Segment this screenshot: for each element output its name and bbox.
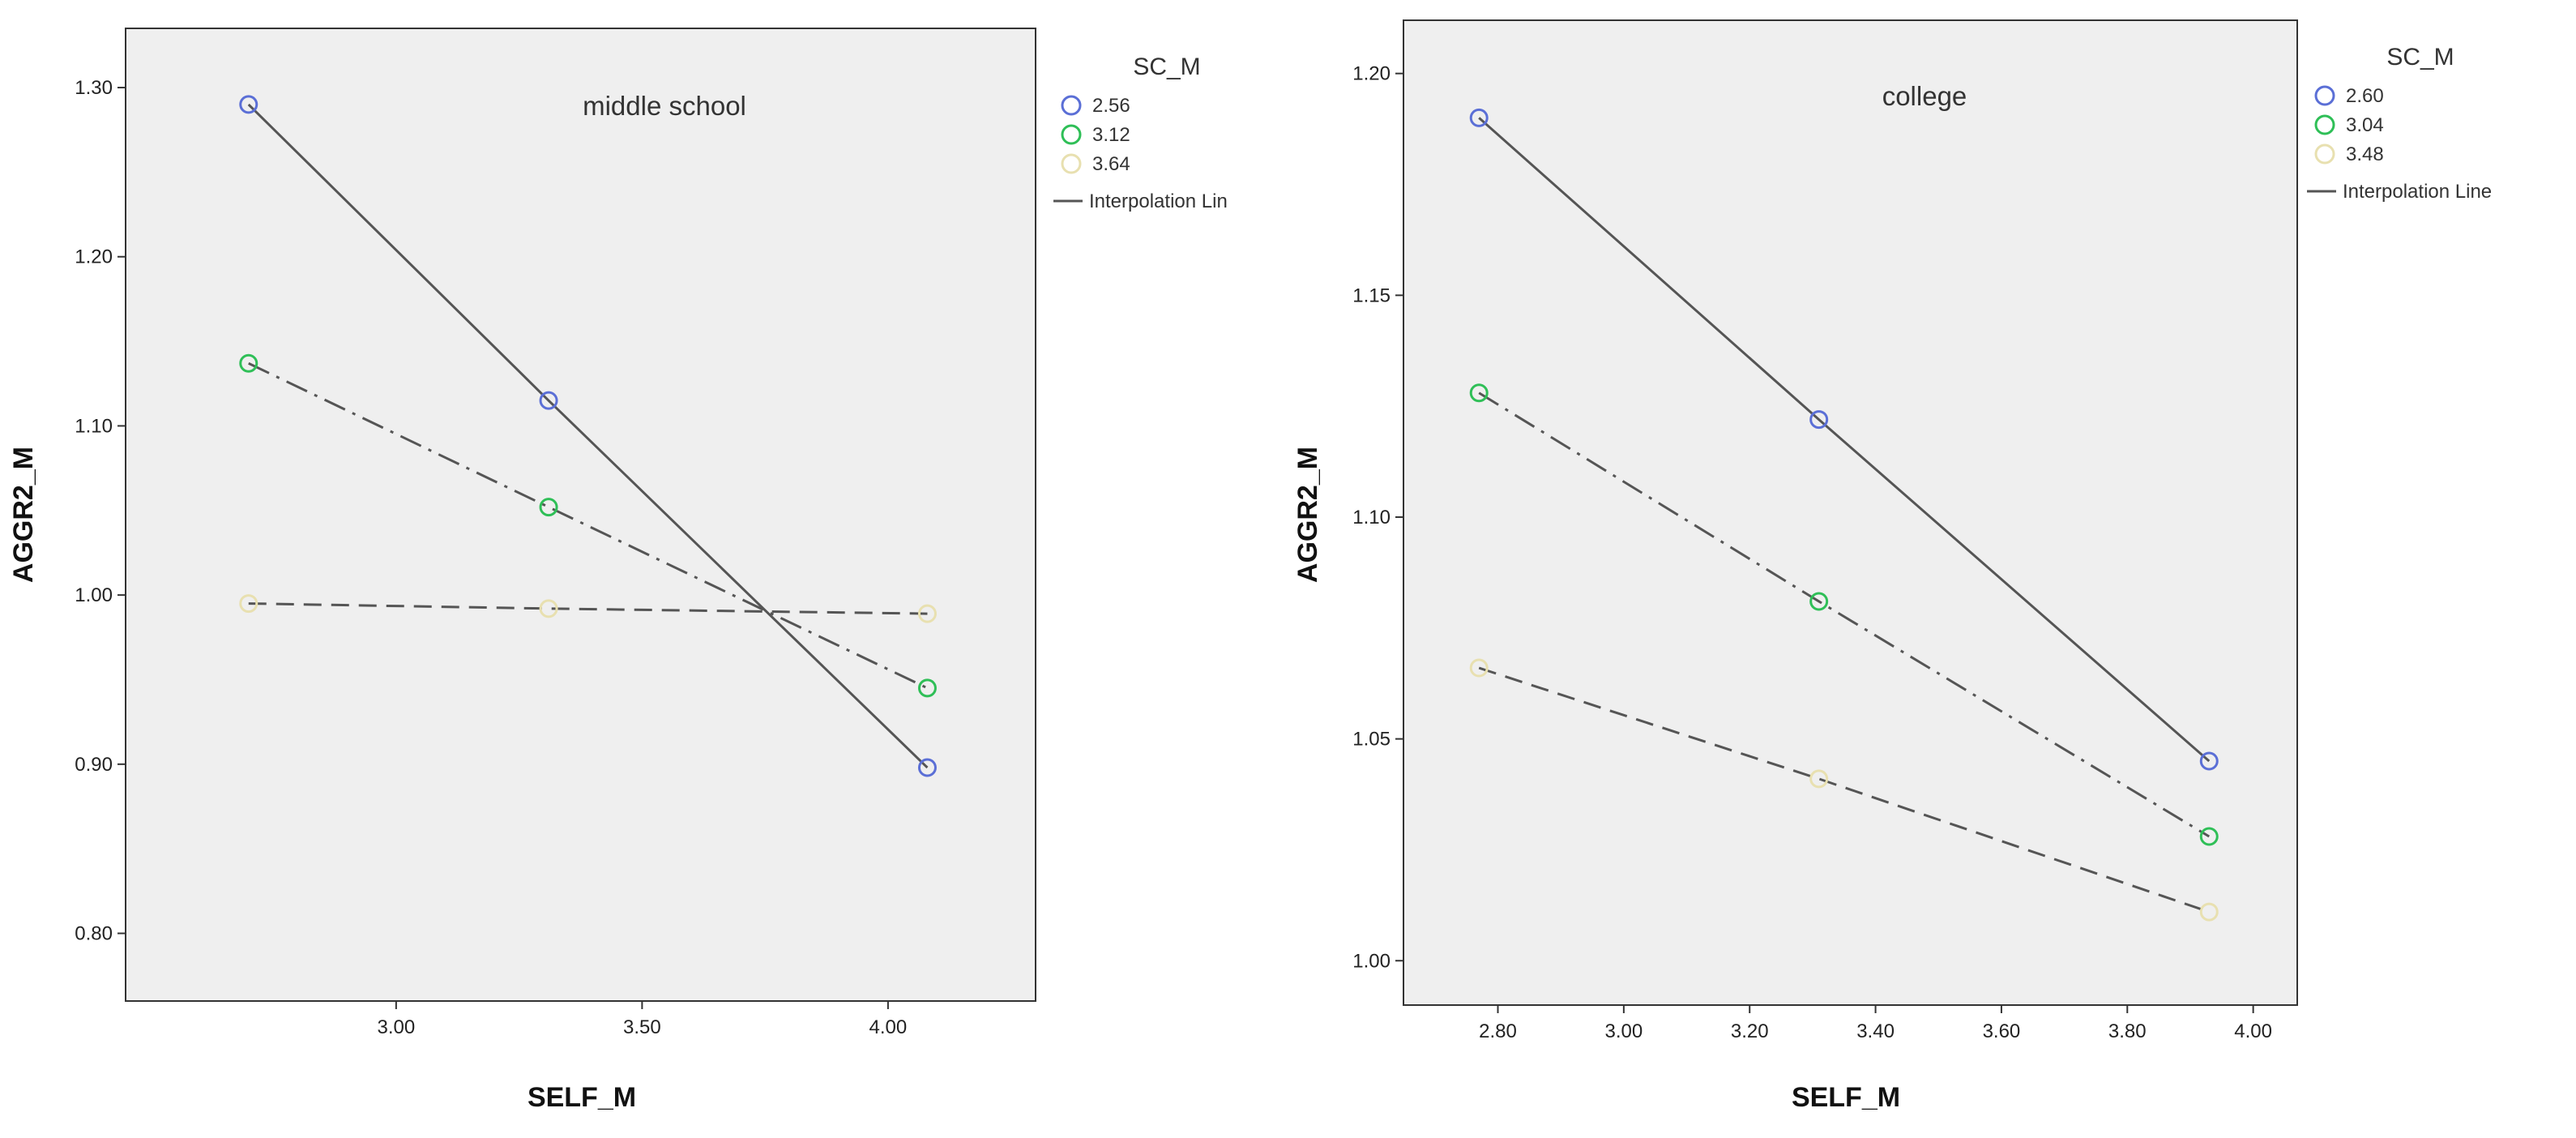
legend-marker [1061, 153, 1082, 174]
y-axis-title: AGGR2_M [8, 447, 39, 583]
x-tick-label: 3.40 [1856, 1020, 1895, 1042]
data-point-2.60 [1469, 108, 1489, 127]
data-point-2.60 [1809, 410, 1829, 430]
series-line-3.04 [1478, 391, 2211, 838]
data-point-2.56 [917, 758, 937, 777]
data-point-2.56 [539, 391, 558, 410]
data-point-3.04 [2199, 827, 2219, 846]
legend-marker [1061, 95, 1082, 116]
legend-title: SC_M [2386, 44, 2454, 71]
y-tick-label: 1.15 [1352, 284, 1391, 306]
y-tick-label: 0.80 [75, 923, 113, 945]
x-tick-label: 3.00 [378, 1016, 416, 1038]
data-point-3.12 [917, 678, 937, 698]
legend-marker [2314, 143, 2335, 165]
y-tick-label: 1.20 [1352, 63, 1391, 85]
series-line-3.48 [1478, 666, 2210, 913]
plot-annotation: college [1882, 81, 1967, 111]
data-point-3.64 [239, 594, 258, 614]
y-tick-label: 1.10 [75, 415, 113, 437]
x-axis-title: SELF_M [528, 1082, 636, 1113]
plot-area [125, 28, 1036, 1002]
legend: SC_M2.56 3.12 3.64 Interpolation Lin [1053, 53, 1228, 212]
data-point-3.48 [2199, 902, 2219, 922]
x-tick-label: 4.00 [869, 1016, 908, 1038]
x-tick-label: 3.80 [2108, 1020, 2147, 1042]
data-point-3.04 [1809, 592, 1829, 611]
series-line-2.56 [247, 103, 929, 769]
legend-entry-label: 2.56 [1092, 95, 1130, 117]
data-point-3.48 [1469, 658, 1489, 678]
x-tick-label: 3.50 [623, 1016, 661, 1038]
series-line-3.12 [248, 362, 929, 690]
y-axis-title: AGGR2_M [1292, 447, 1323, 583]
legend-entry-label: 3.48 [2346, 143, 2384, 165]
legend-line-label: Interpolation Line [2343, 181, 2492, 203]
x-tick-label: 4.00 [2234, 1020, 2272, 1042]
legend-title: SC_M [1133, 53, 1200, 80]
data-point-3.64 [539, 599, 558, 618]
x-axis-title: SELF_M [1792, 1082, 1900, 1113]
middle-school-chart: 0.80 0.90 1.00 1.10 1.20 1.30 3.00 3.50 4.00 midd… [8, 28, 1228, 1113]
plot-annotation: middle school [583, 91, 746, 121]
y-tick-label: 1.10 [1352, 507, 1391, 528]
data-point-3.12 [239, 353, 258, 373]
y-tick-label: 1.30 [75, 77, 113, 99]
y-tick-label: 0.90 [75, 754, 113, 776]
legend: SC_M2.60 3.04 3.48 Interpolation Line [2307, 44, 2492, 203]
data-point-3.48 [1809, 769, 1829, 789]
y-tick-label: 1.05 [1352, 729, 1391, 751]
series-line-3.64 [248, 602, 928, 615]
y-tick-label: 1.00 [1352, 950, 1391, 972]
x-tick-label: 2.80 [1479, 1020, 1517, 1042]
legend-line-label: Interpolation Lin [1089, 190, 1228, 212]
data-point-2.56 [239, 95, 258, 114]
data-point-3.64 [917, 604, 937, 623]
legend-marker [1061, 124, 1082, 145]
legend-entry-label: 3.64 [1092, 153, 1130, 175]
legend-entry-label: 2.60 [2346, 85, 2384, 107]
data-point-2.60 [2199, 751, 2219, 771]
y-tick-label: 1.00 [75, 584, 113, 606]
series-line-2.60 [1478, 117, 2211, 763]
college-chart: 1.00 1.05 1.10 1.15 1.20 2.80 3.00 3.20 3.40 3.60… [1292, 19, 2492, 1113]
x-tick-label: 3.00 [1605, 1020, 1643, 1042]
legend-entry-label: 3.04 [2346, 114, 2384, 136]
x-tick-label: 3.60 [1983, 1020, 2021, 1042]
legend-entry-label: 3.12 [1092, 124, 1130, 146]
data-point-3.12 [539, 498, 558, 517]
y-tick-label: 1.20 [75, 246, 113, 268]
legend-marker [2314, 85, 2335, 106]
legend-marker [2314, 114, 2335, 135]
plot-area [1403, 19, 2298, 1006]
x-tick-label: 3.20 [1731, 1020, 1769, 1042]
data-point-3.04 [1469, 383, 1489, 403]
